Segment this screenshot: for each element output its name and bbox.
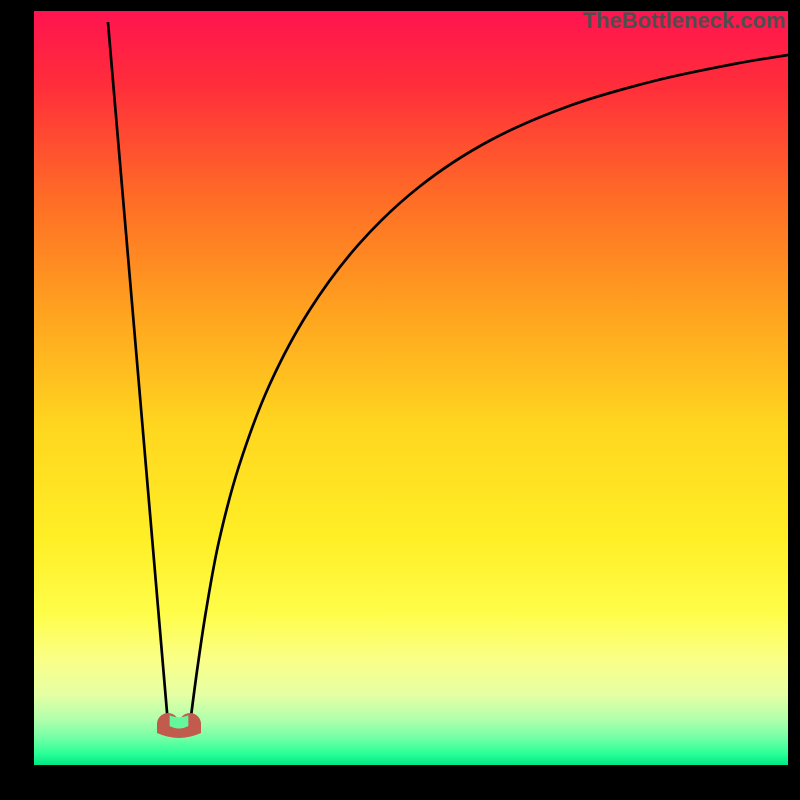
plot-gradient xyxy=(34,11,788,765)
watermark-text: TheBottleneck.com xyxy=(583,8,786,34)
chart-frame: TheBottleneck.com xyxy=(0,0,800,800)
chart-svg xyxy=(0,0,800,800)
